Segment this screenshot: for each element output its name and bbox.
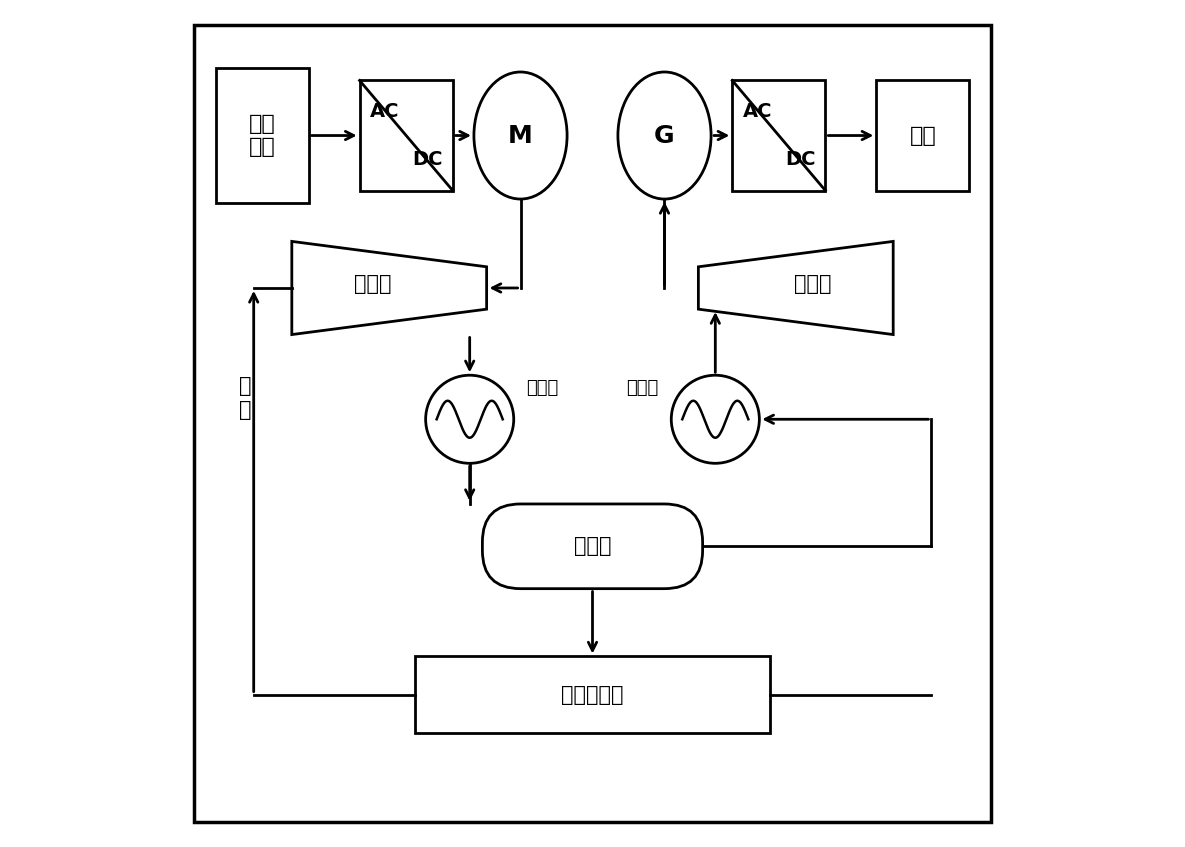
Text: DC: DC	[784, 150, 815, 169]
Bar	[216, 68, 309, 203]
Ellipse shape	[474, 72, 568, 199]
Text: 透平机: 透平机	[794, 274, 832, 294]
Text: 压缩机: 压缩机	[353, 274, 391, 294]
Bar	[415, 656, 770, 733]
Polygon shape	[292, 241, 487, 335]
Ellipse shape	[617, 72, 711, 199]
FancyBboxPatch shape	[482, 504, 703, 589]
Bar	[732, 80, 826, 191]
Text: AC: AC	[370, 102, 399, 121]
Circle shape	[425, 375, 514, 463]
Text: AC: AC	[743, 102, 773, 121]
Polygon shape	[698, 241, 893, 335]
Text: DC: DC	[412, 150, 443, 169]
Text: 换热器: 换热器	[627, 379, 659, 397]
Text: 回热子系统: 回热子系统	[562, 684, 623, 705]
Text: 空
气: 空 气	[239, 376, 251, 420]
Text: 光伏
阵列: 光伏 阵列	[249, 113, 276, 158]
Bar	[359, 80, 453, 191]
Text: 换热器: 换热器	[526, 379, 558, 397]
Text: G: G	[654, 124, 674, 147]
Text: 储气罐: 储气罐	[574, 536, 611, 556]
Text: 并网: 并网	[909, 125, 936, 146]
Bar	[876, 80, 969, 191]
Text: M: M	[508, 124, 533, 147]
Circle shape	[671, 375, 760, 463]
